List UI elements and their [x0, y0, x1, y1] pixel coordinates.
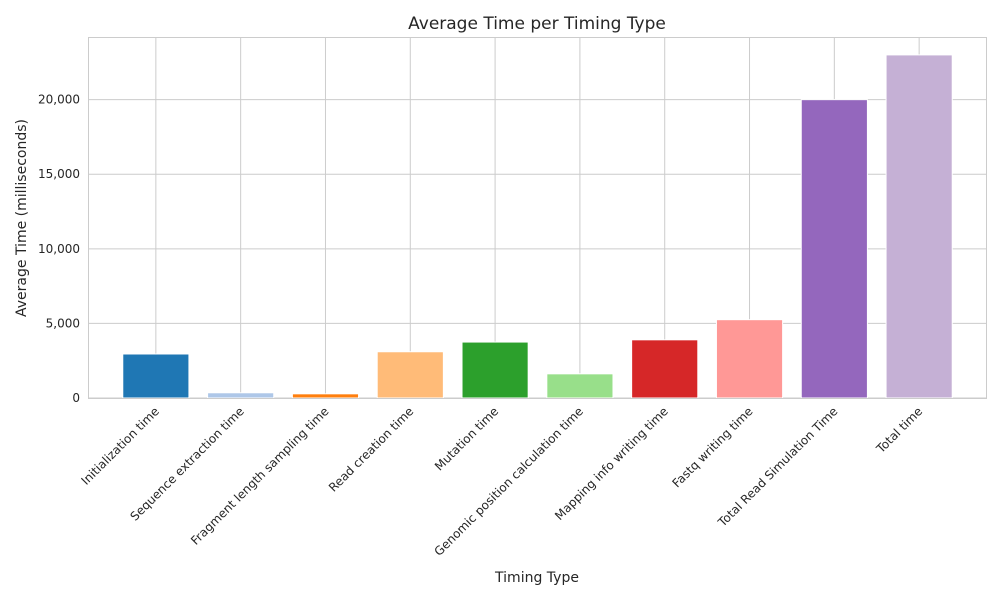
x-tick-label: Read creation time — [326, 404, 416, 494]
bar — [631, 339, 699, 399]
bar — [207, 392, 275, 399]
y-tick-label: 15,000 — [38, 167, 80, 181]
x-tick-label: Genomic position calculation time — [432, 404, 587, 559]
chart-title: Average Time per Timing Type — [408, 14, 666, 34]
y-tick-label: 5,000 — [46, 316, 80, 330]
y-tick-label: 10,000 — [38, 242, 80, 256]
plot-frame — [88, 37, 987, 399]
y-tick-label: 20,000 — [38, 93, 80, 107]
bar — [546, 373, 614, 399]
x-tick-label: Mutation time — [432, 404, 501, 473]
bar — [291, 393, 360, 399]
bar — [122, 353, 190, 399]
y-tick-label: 0 — [72, 391, 80, 405]
y-axis-label: Average Time (milliseconds) — [14, 119, 30, 317]
bar — [461, 341, 529, 399]
x-tick-label: Initialization time — [78, 404, 162, 488]
x-tick-label: Total time — [873, 404, 925, 456]
bars — [122, 54, 953, 399]
y-tick-labels: 0 5,000 10,000 15,000 20,000 — [38, 93, 80, 405]
x-axis-label: Timing Type — [494, 570, 579, 586]
bar — [715, 319, 784, 399]
x-tick-label: Fragment length sampling time — [188, 404, 331, 547]
bar — [376, 351, 444, 399]
bar — [885, 54, 953, 399]
x-tick-label: Fastq writing time — [670, 404, 756, 490]
bar — [800, 99, 868, 399]
